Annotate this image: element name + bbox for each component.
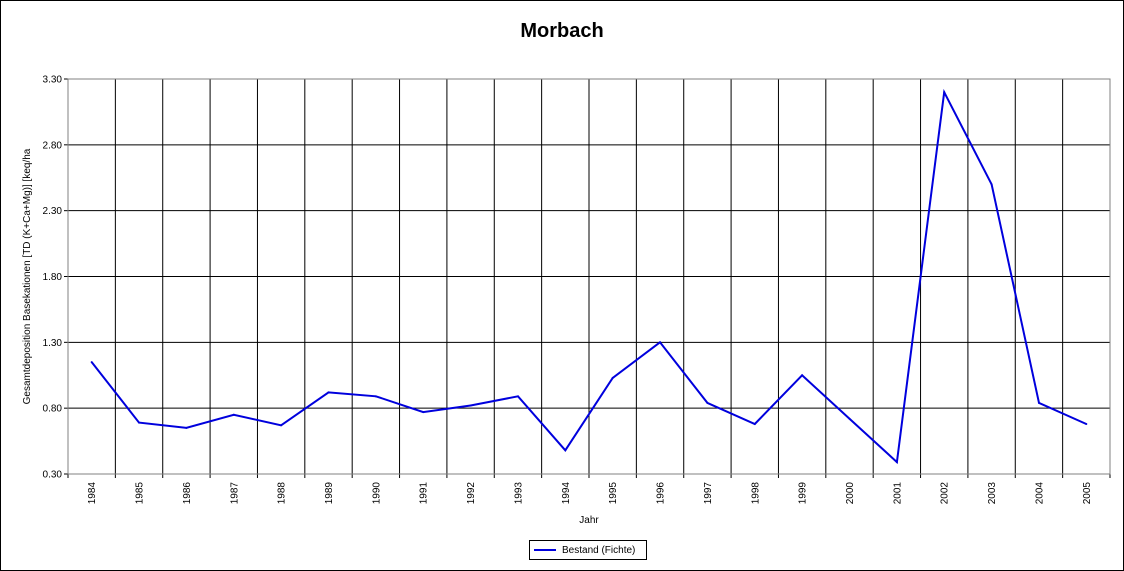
data-point [801,374,804,377]
data-point [753,422,756,425]
x-tick-label: 1995 [608,482,619,505]
y-tick-label: 1.30 [43,338,63,349]
data-point [516,395,519,398]
data-point [327,391,330,394]
data-point [943,91,946,94]
x-tick-label: 1992 [466,482,477,505]
legend-swatch [534,549,556,551]
y-tick-label: 0.30 [43,470,63,481]
y-tick-label: 1.80 [43,272,63,283]
y-tick-label: 2.30 [43,206,63,217]
x-tick-label: 1989 [324,482,335,505]
data-point [895,461,898,464]
x-tick-label: 2001 [892,482,903,505]
x-tick-label: 2005 [1082,482,1093,505]
data-point [232,413,235,416]
data-point [469,404,472,407]
x-tick-label: 2000 [845,482,856,505]
data-point [185,426,188,429]
x-tick-label: 1993 [513,482,524,505]
x-tick-label: 2003 [987,482,998,505]
x-tick-label: 1996 [656,482,667,505]
x-tick-label: 1985 [135,482,146,505]
x-tick-label: 1990 [371,482,382,505]
x-tick-label: 2004 [1034,482,1045,505]
plot-border [67,78,1111,475]
y-tick-label: 2.80 [43,140,63,151]
data-point [1085,422,1088,425]
y-tick-label: 0.80 [43,404,63,415]
data-point [990,183,993,186]
x-tick-label: 1984 [87,482,98,505]
y-tick-label: 3.30 [43,75,63,86]
y-axis-label: Gesamtdeposition Basekationen [TD (K+Ca+… [22,148,33,404]
data-point [280,424,283,427]
x-tick-label: 1986 [182,482,193,505]
x-tick-label: 1991 [419,482,430,505]
x-tick-label: 1988 [277,482,288,505]
series-line [90,88,1087,465]
x-tick-label: 2002 [940,482,951,505]
legend: Bestand (Fichte) [529,540,647,560]
data-point [611,376,614,379]
chart-title: Morbach [520,20,604,42]
data-point [564,449,567,452]
data-point [848,417,851,420]
x-tick-label: 1994 [561,482,572,505]
x-axis-label: Jahr [579,515,599,526]
data-point [706,401,709,404]
x-tick-label: 1999 [798,482,809,505]
data-point [374,395,377,398]
x-tick-label: 1987 [229,482,240,505]
legend-label: Bestand (Fichte) [562,544,636,556]
data-point [90,361,93,364]
data-point [138,421,141,424]
data-point [422,411,425,414]
data-point [1037,401,1040,404]
x-tick-label: 1998 [750,482,761,505]
data-point [659,341,662,344]
x-tick-label: 1997 [703,482,714,505]
